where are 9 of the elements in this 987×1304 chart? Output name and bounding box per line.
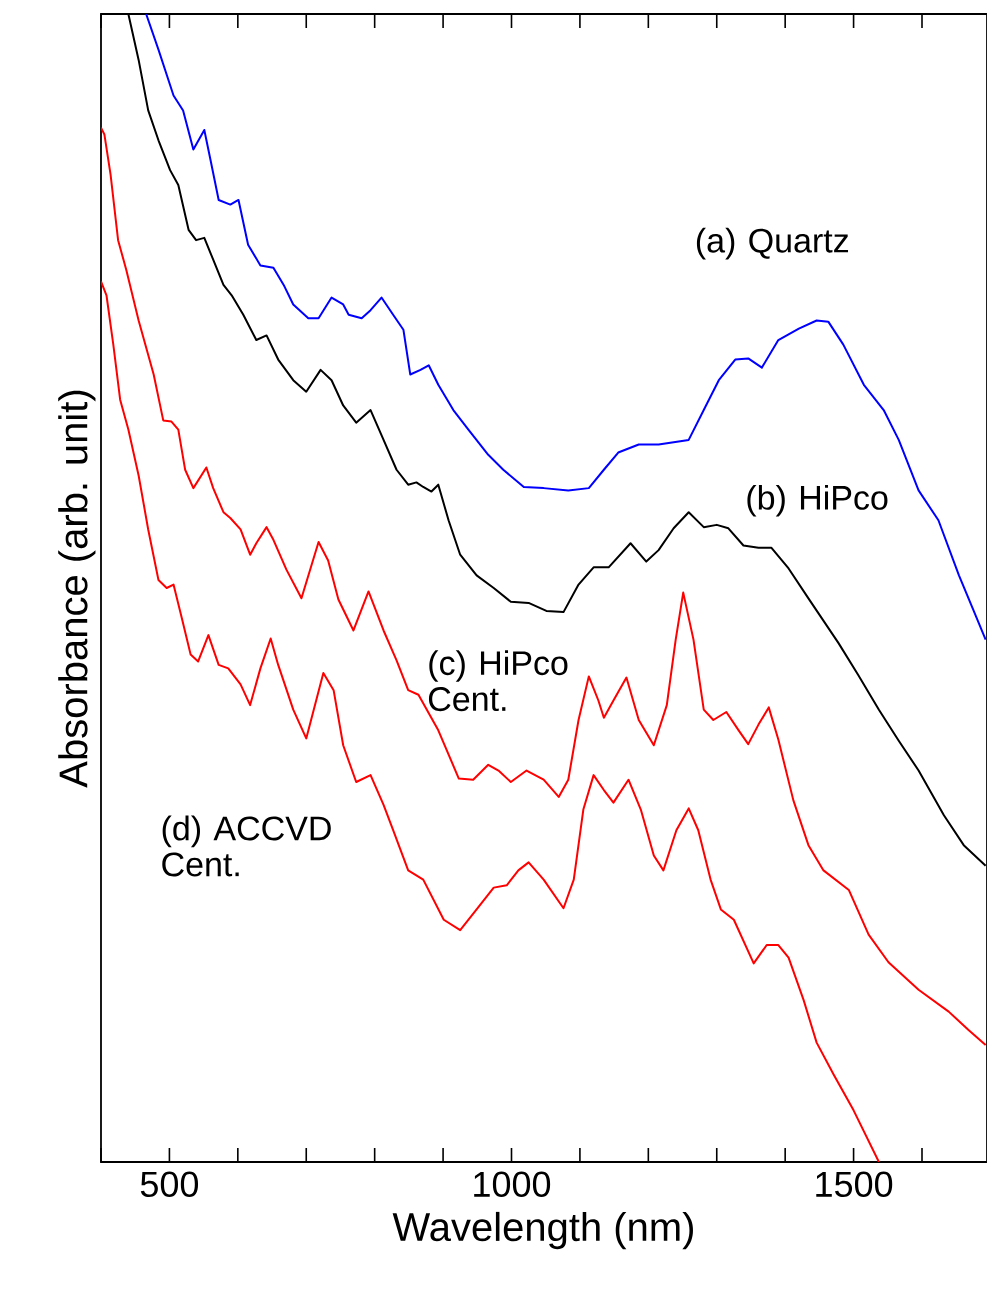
series-label: (b) HiPco <box>747 484 888 517</box>
x-tick-label: 500 <box>140 1171 199 1198</box>
x-tick-label: 1500 <box>816 1171 893 1198</box>
series-label: (d) ACCVD Cent. <box>162 815 331 877</box>
y-axis-title: Absorbance (arb. unit) <box>58 390 96 788</box>
series-label: (a) Quartz <box>696 227 849 260</box>
x-tick-label: 1000 <box>474 1171 551 1198</box>
x-axis-title: Wavelength (nm) <box>392 1211 693 1250</box>
series-label: (c) HiPco Cent. <box>428 650 568 712</box>
